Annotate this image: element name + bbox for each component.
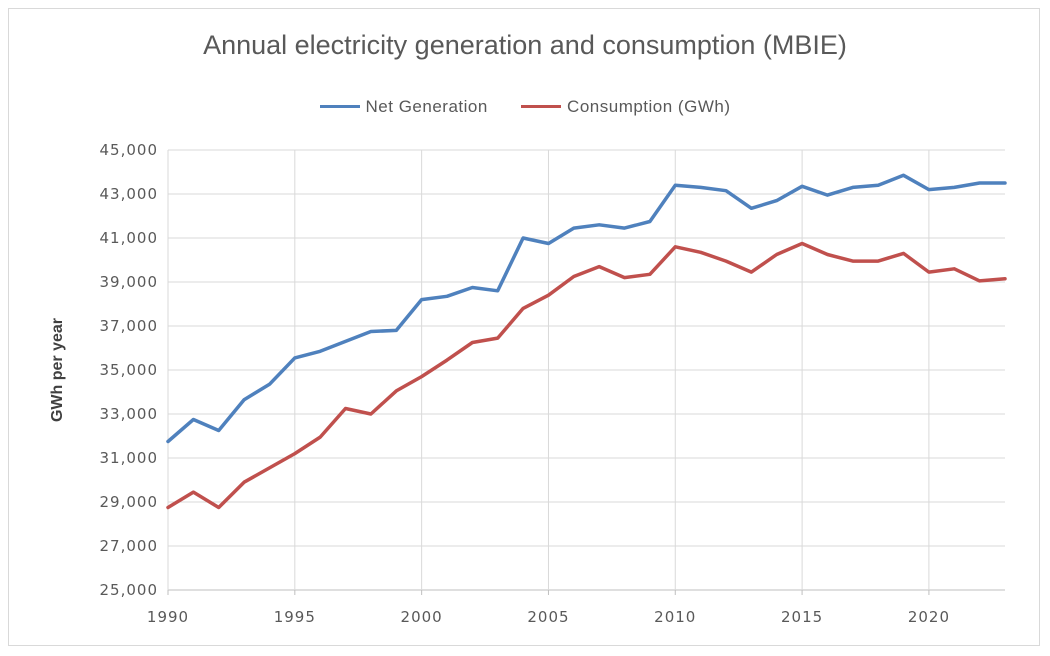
y-tick-label: 35,000 — [100, 361, 159, 379]
x-tick-label: 2000 — [401, 608, 443, 626]
x-tick-label: 1995 — [274, 608, 316, 626]
y-tick-label: 25,000 — [100, 581, 159, 599]
series-line-consumption — [166, 241, 1007, 510]
chart-title: Annual electricity generation and consum… — [203, 30, 847, 60]
y-tick-label: 29,000 — [100, 493, 159, 511]
legend-label-consumption: Consumption (GWh) — [567, 96, 731, 116]
legend-swatch-net-generation — [319, 105, 360, 108]
y-tick-label: 39,000 — [100, 273, 159, 291]
y-tick-label: 43,000 — [100, 185, 159, 203]
y-tick-label: 37,000 — [100, 317, 159, 335]
legend: Net Generation Consumption (GWh) — [0, 93, 1050, 117]
legend-item-consumption: Consumption (GWh) — [521, 97, 730, 117]
x-tick-label: 1990 — [147, 608, 189, 626]
legend-swatch-consumption — [521, 105, 562, 108]
y-tick-label: 41,000 — [100, 229, 159, 247]
y-tick-label: 31,000 — [100, 449, 159, 467]
y-tick-label: 33,000 — [100, 405, 159, 423]
x-tick-label: 2020 — [908, 608, 950, 626]
x-tick-label: 2010 — [654, 608, 696, 626]
legend-item-net-generation: Net Generation — [319, 96, 488, 117]
x-tick-label: 2005 — [527, 608, 569, 626]
x-tick-label: 2015 — [781, 608, 823, 626]
chart-frame — [8, 8, 1040, 646]
legend-label-net-generation: Net Generation — [365, 96, 488, 116]
series-line-net-generation — [166, 173, 1007, 444]
y-tick-label: 27,000 — [100, 537, 159, 555]
y-tick-label: 45,000 — [100, 141, 159, 159]
